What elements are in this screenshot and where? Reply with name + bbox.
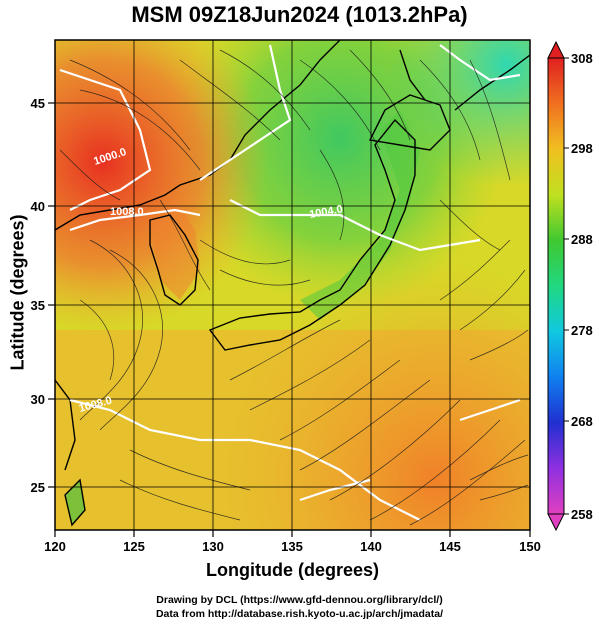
x-axis-label: Longitude (degrees): [205, 560, 379, 580]
contour-label-3: 1004.0: [308, 203, 343, 221]
colorbar-top-arrow: [547, 40, 565, 59]
x-tick-label: 125: [123, 539, 145, 554]
x-tick-label: 120: [44, 539, 66, 554]
y-axis: 25 30 35 40 45: [31, 96, 55, 495]
grid-lines: [55, 40, 530, 530]
credit-data: Data from http://database.rish.kyoto-u.a…: [155, 608, 444, 620]
credit-drawing: Drawing by DCL (https://www.gfd-dennou.o…: [156, 594, 443, 606]
colorbar-tick-label: 258: [571, 507, 593, 522]
chart-title: MSM 09Z18Jun2024 (1013.2hPa): [131, 2, 468, 27]
colorbar-tick-label: 278: [571, 323, 593, 338]
x-tick-label: 130: [202, 539, 224, 554]
y-tick-label: 35: [31, 298, 45, 313]
y-axis-label: Latitude (degrees): [7, 214, 28, 371]
x-axis: 120 125 130 135 140 145 150: [44, 530, 541, 554]
x-tick-label: 145: [439, 539, 461, 554]
temperature-field: [55, 40, 530, 530]
y-tick-label: 40: [31, 199, 45, 214]
y-tick-label: 45: [31, 96, 45, 111]
colorbar-tick-label: 288: [571, 232, 593, 247]
colorbar: 308 298 288 278 268 258: [547, 40, 593, 532]
y-tick-label: 25: [31, 480, 45, 495]
colorbar-tick-label: 298: [571, 141, 593, 156]
contour-label-2: 1008.0: [110, 206, 144, 218]
colorbar-tick-label: 268: [571, 414, 593, 429]
coastlines: [55, 40, 530, 527]
x-tick-label: 140: [360, 539, 382, 554]
colorbar-scale: [547, 57, 565, 515]
streamlines: [59, 49, 529, 526]
x-tick-label: 135: [281, 539, 303, 554]
x-tick-label: 150: [519, 539, 541, 554]
colorbar-bottom-arrow: [547, 513, 565, 532]
contour-labels: 1000.0 1008.0 1004.0 1008.0: [78, 146, 344, 415]
y-tick-label: 30: [31, 392, 45, 407]
colorbar-tick-label: 308: [571, 51, 593, 66]
